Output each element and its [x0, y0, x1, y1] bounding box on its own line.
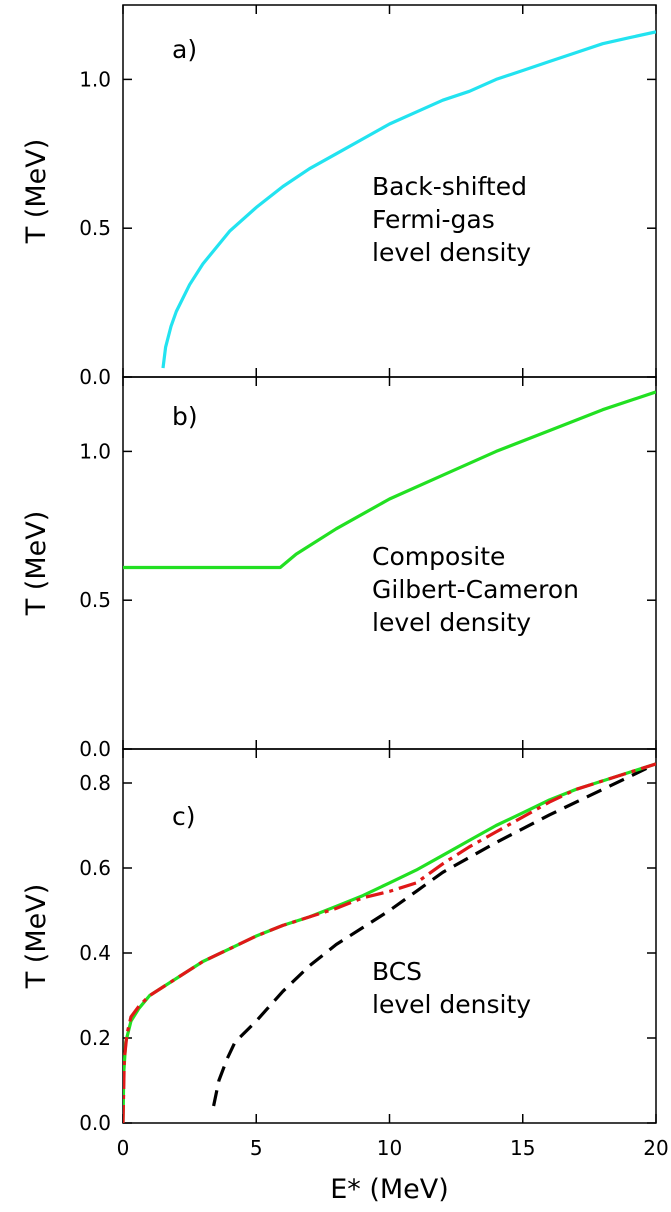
y-tick-label: 1.0 [79, 439, 111, 463]
panel-label: b) [172, 402, 198, 431]
x-axis-title: E* (MeV) [330, 1174, 449, 1205]
chart-panel-3: 0.0 0.2 0.4 0.6 0.8 0 5 10 15 20 T (MeV) E* (MeV) c)… [21, 748, 669, 1205]
y-axis-title: T (MeV) [21, 139, 52, 245]
panel-label: c) [172, 802, 196, 831]
y-tick-label: 0.0 [79, 1111, 111, 1135]
series-line-1 [123, 390, 656, 570]
y-tick-label: 0.4 [79, 941, 111, 965]
x-tick-label: 0 [117, 1136, 130, 1160]
panel-annotation-line: Gilbert-Cameron [372, 575, 579, 604]
series-line-2 [123, 762, 656, 1123]
panel-annotation-line: BCS [372, 957, 422, 986]
panel-label: a) [172, 35, 197, 64]
chart-panel-1: 0.0 0.5 1.0 T (MeV) a) Back-shifted Fermi-gas l… [21, 4, 657, 389]
panel-annotation-line: level density [372, 608, 531, 637]
series-line-1 [212, 762, 656, 1107]
chart-panel-2: 0.0 0.5 1.0 T (MeV) b) Composite Gilbert-Camer… [21, 376, 657, 761]
x-tick-label: 5 [250, 1136, 263, 1160]
y-tick-label: 0.2 [79, 1026, 111, 1050]
panel-annotation-line: Fermi-gas [372, 205, 495, 234]
panel-annotation-line: level density [372, 990, 531, 1019]
panel-annotation-line: level density [372, 238, 531, 267]
series-line-3 [123, 762, 656, 1123]
y-tick-label: 1.0 [79, 67, 111, 91]
y-tick-label: 0.5 [79, 216, 111, 240]
y-tick-label: 0.0 [79, 737, 111, 761]
y-tick-label: 0.8 [79, 771, 111, 795]
panel-annotation-line: Back-shifted [372, 172, 527, 201]
y-tick-label: 0.0 [79, 365, 111, 389]
y-axis-title: T (MeV) [21, 884, 52, 990]
y-tick-label: 0.6 [79, 856, 111, 880]
panel-annotation-line: Composite [372, 542, 505, 571]
plot-frame [122, 748, 657, 1124]
x-tick-label: 10 [377, 1136, 402, 1160]
y-tick-label: 0.5 [79, 588, 111, 612]
series-line-1 [161, 30, 656, 369]
x-tick-label: 20 [643, 1136, 668, 1160]
y-axis-title: T (MeV) [21, 511, 52, 617]
x-tick-label: 15 [510, 1136, 535, 1160]
